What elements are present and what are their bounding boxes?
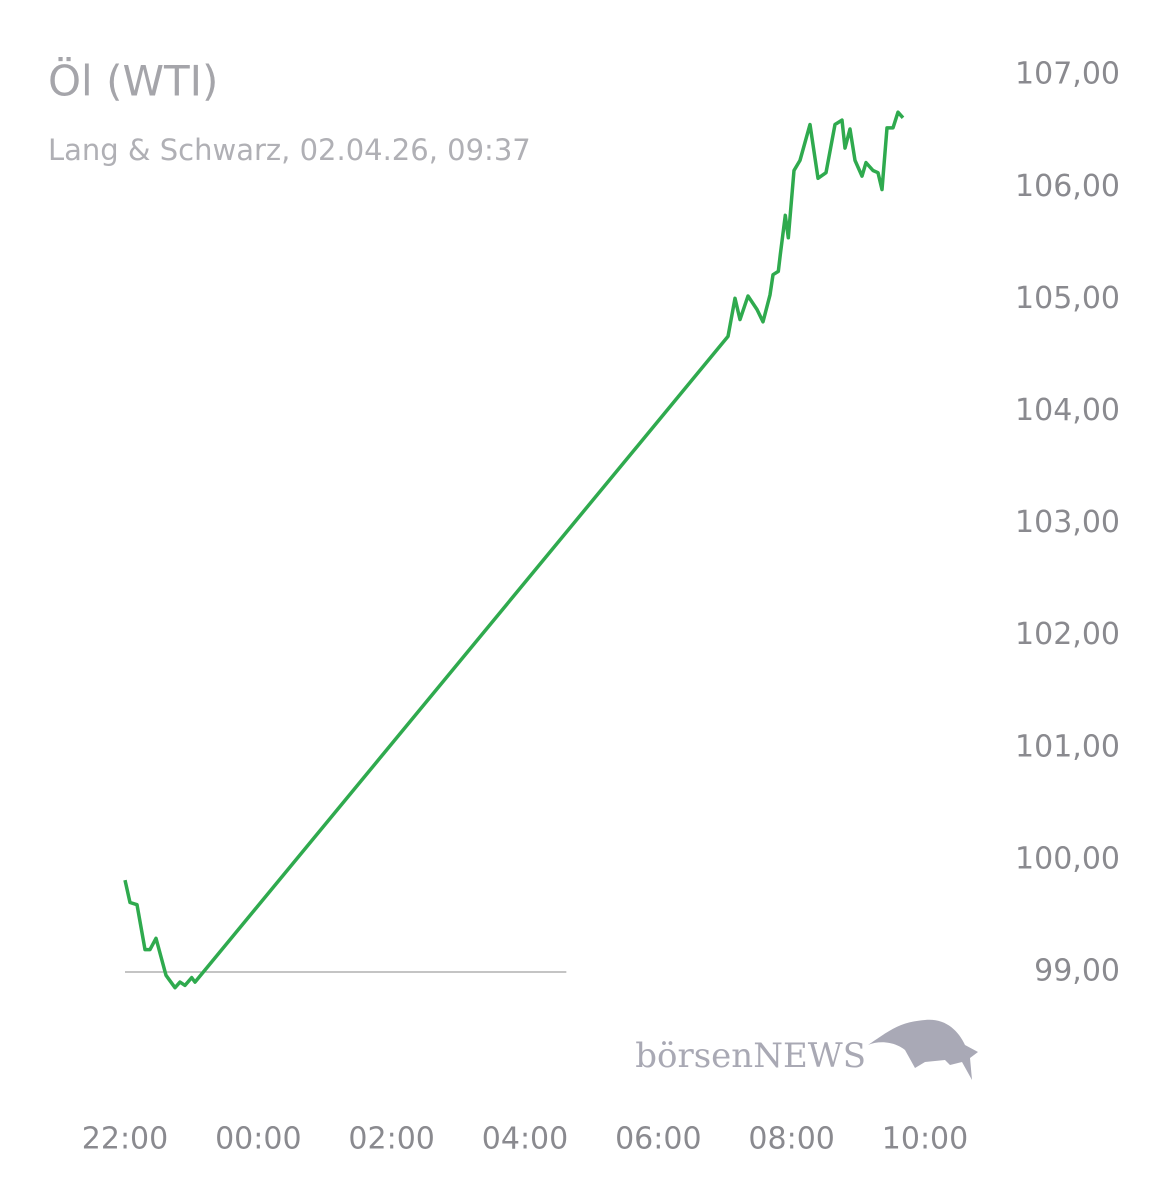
y-tick-label: 99,00: [1034, 953, 1120, 988]
y-tick-label: 101,00: [1015, 729, 1120, 764]
y-tick-label: 106,00: [1015, 169, 1120, 204]
x-tick-label: 06:00: [615, 1122, 701, 1157]
y-tick-label: 100,00: [1015, 841, 1120, 876]
x-tick-label: 22:00: [82, 1122, 168, 1157]
y-tick-label: 102,00: [1015, 617, 1120, 652]
x-tick-label: 10:00: [882, 1122, 968, 1157]
x-tick-label: 00:00: [215, 1122, 301, 1157]
y-tick-label: 104,00: [1015, 393, 1120, 428]
bull-logo: [868, 1019, 978, 1080]
y-tick-label: 103,00: [1015, 505, 1120, 540]
x-tick-label: 04:00: [482, 1122, 568, 1157]
x-tick-label: 08:00: [748, 1122, 834, 1157]
chart-subtitle: Lang & Schwarz, 02.04.26, 09:37: [48, 133, 531, 167]
x-tick-label: 02:00: [348, 1122, 434, 1157]
chart-title: Öl (WTI): [48, 56, 218, 106]
price-line: [123, 110, 905, 990]
watermark: börsenNEWS: [635, 1036, 866, 1076]
y-tick-label: 105,00: [1015, 281, 1120, 316]
y-tick-label: 107,00: [1015, 57, 1120, 92]
